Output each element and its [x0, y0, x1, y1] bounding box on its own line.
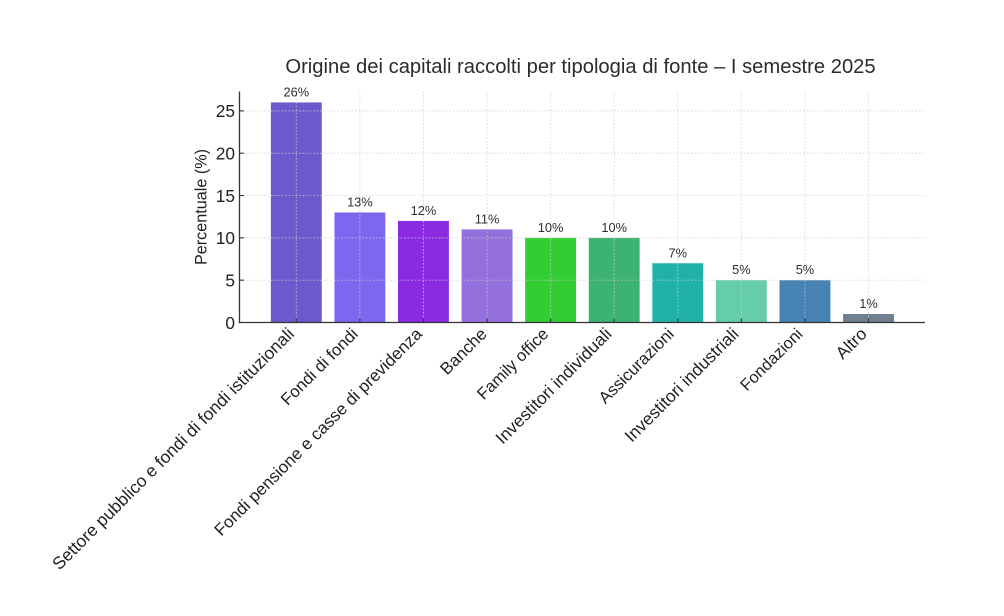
svg-text:1%: 1% [859, 296, 878, 311]
svg-text:5: 5 [225, 271, 235, 291]
svg-text:0: 0 [225, 313, 235, 333]
svg-text:10%: 10% [601, 220, 627, 235]
svg-text:20: 20 [216, 144, 235, 164]
svg-text:10%: 10% [538, 220, 564, 235]
svg-text:13%: 13% [347, 195, 373, 210]
svg-text:25: 25 [216, 101, 235, 121]
svg-text:5%: 5% [732, 262, 751, 277]
svg-text:26%: 26% [283, 84, 309, 99]
svg-text:10: 10 [216, 228, 235, 248]
svg-text:12%: 12% [411, 203, 437, 218]
svg-text:Percentuale (%): Percentuale (%) [193, 149, 211, 265]
svg-text:15: 15 [216, 186, 235, 206]
svg-text:Origine dei capitali raccolti: Origine dei capitali raccolti per tipolo… [285, 56, 875, 78]
svg-text:5%: 5% [796, 262, 815, 277]
svg-text:7%: 7% [669, 245, 688, 260]
svg-text:11%: 11% [475, 211, 500, 226]
